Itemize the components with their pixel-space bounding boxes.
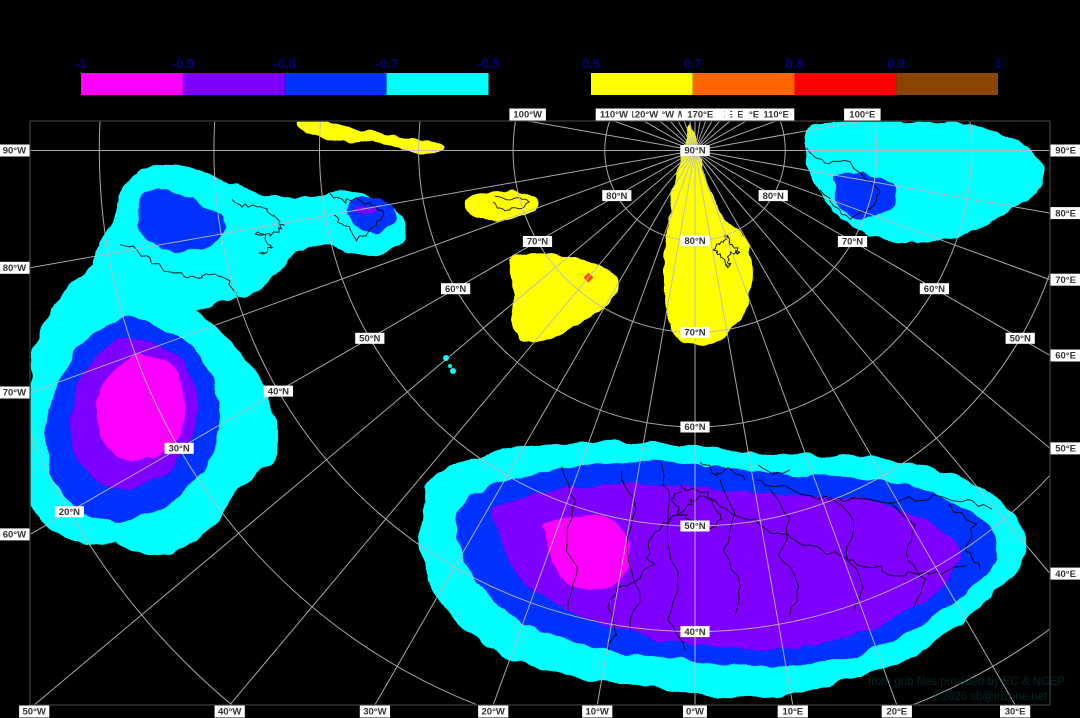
svg-text:80°N: 80°N bbox=[684, 236, 705, 247]
svg-text:60°W: 60°W bbox=[3, 530, 26, 541]
svg-text:100°E: 100°E bbox=[849, 110, 875, 121]
svg-text:90°E: 90°E bbox=[1055, 146, 1076, 157]
svg-text:0.8: 0.8 bbox=[785, 56, 803, 71]
svg-text:60°N: 60°N bbox=[684, 422, 705, 433]
svg-text:40°N: 40°N bbox=[684, 627, 705, 638]
svg-text:40°E: 40°E bbox=[1055, 569, 1076, 580]
svg-text:50°N: 50°N bbox=[684, 521, 705, 532]
svg-text:30°W: 30°W bbox=[363, 707, 386, 718]
svg-text:80°N: 80°N bbox=[763, 191, 784, 202]
svg-text:10°W: 10°W bbox=[586, 707, 609, 718]
svg-text:120°W: 120°W bbox=[630, 110, 659, 121]
svg-text:from grib files provided by EC: from grib files provided by EC & NCEP bbox=[868, 676, 1065, 688]
svg-text:40°N: 40°N bbox=[268, 386, 289, 397]
svg-text:60°E: 60°E bbox=[1055, 351, 1076, 362]
svg-text:20°N: 20°N bbox=[59, 507, 80, 518]
svg-text:60°N: 60°N bbox=[445, 284, 466, 295]
svg-text:70°E: 70°E bbox=[1055, 275, 1076, 286]
svg-text:20°E: 20°E bbox=[886, 707, 907, 718]
svg-text:-0.8: -0.8 bbox=[274, 56, 296, 71]
svg-text:80°W: 80°W bbox=[3, 263, 26, 274]
svg-text:0.7: 0.7 bbox=[684, 56, 702, 71]
svg-text:10°E: 10°E bbox=[782, 707, 803, 718]
svg-text:30°N: 30°N bbox=[168, 444, 189, 455]
svg-text:170°E: 170°E bbox=[687, 110, 713, 121]
svg-text:80°N: 80°N bbox=[606, 191, 627, 202]
svg-text:-1: -1 bbox=[75, 56, 87, 71]
svg-text:90°N: 90°N bbox=[684, 146, 705, 157]
svg-text:70°N: 70°N bbox=[684, 328, 705, 339]
svg-text:90°W: 90°W bbox=[3, 146, 26, 157]
svg-text:110°E: 110°E bbox=[763, 110, 788, 121]
svg-text:50°N: 50°N bbox=[1010, 334, 1031, 345]
svg-text:70°W: 70°W bbox=[3, 388, 26, 399]
svg-text:80°E: 80°E bbox=[1055, 208, 1076, 219]
svg-text:40°W: 40°W bbox=[218, 707, 241, 718]
svg-text:50°W: 50°W bbox=[23, 707, 46, 718]
svg-text:70°N: 70°N bbox=[527, 237, 548, 248]
svg-text:0°W: 0°W bbox=[686, 707, 704, 718]
svg-text:-0.5: -0.5 bbox=[477, 56, 499, 71]
svg-text:30°E: 30°E bbox=[1005, 707, 1026, 718]
svg-text:0.9: 0.9 bbox=[887, 56, 905, 71]
svg-text:50°E: 50°E bbox=[1055, 444, 1076, 455]
svg-text:110°W: 110°W bbox=[600, 110, 628, 121]
svg-text:20°W: 20°W bbox=[482, 707, 505, 718]
svg-text:1: 1 bbox=[994, 56, 1001, 71]
svg-text:60°N: 60°N bbox=[924, 284, 945, 295]
svg-text:©2026 sb@irizone.net: ©2026 sb@irizone.net bbox=[933, 691, 1048, 703]
svg-text:0.5: 0.5 bbox=[582, 56, 600, 71]
svg-text:100°W: 100°W bbox=[513, 110, 542, 121]
svg-text:-0.9: -0.9 bbox=[172, 56, 194, 71]
svg-text:-0.7: -0.7 bbox=[375, 56, 397, 71]
svg-text:50°N: 50°N bbox=[359, 334, 380, 345]
svg-text:70°N: 70°N bbox=[842, 237, 863, 248]
